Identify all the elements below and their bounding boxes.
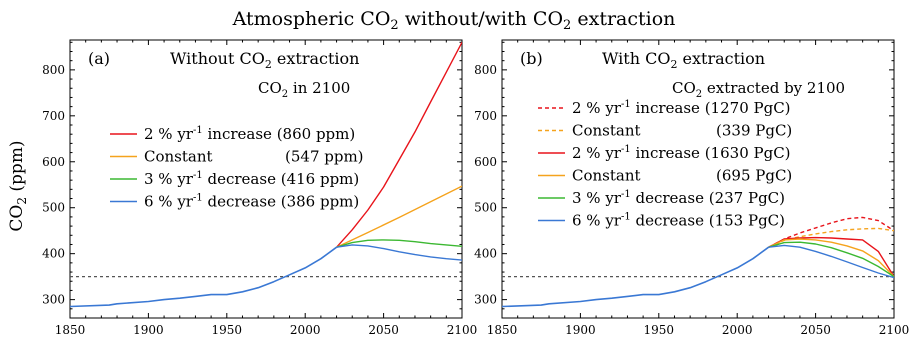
y-tick-label: 800 (42, 63, 65, 77)
panel-label: (b) (520, 49, 543, 68)
y-tick-label: 600 (42, 155, 65, 169)
panel-title: With CO2 extraction (602, 49, 765, 71)
series-line (336, 239, 462, 248)
legend-label: 3 % yr-1 decrease (237 PgC) (572, 189, 785, 207)
y-tick-label: 300 (42, 293, 65, 307)
legend-label: 6 % yr-1 decrease (386 ppm) (144, 193, 359, 211)
data-lines (502, 216, 894, 308)
panel-title: Without CO2 extraction (170, 49, 359, 71)
series-line (336, 41, 462, 248)
x-tick-label: 1900 (565, 323, 596, 337)
legend-label: 2 % yr-1 increase (860 ppm) (144, 125, 355, 143)
x-tick-label: 1850 (487, 323, 518, 337)
series-line (336, 244, 462, 261)
y-tick-label: 700 (42, 109, 65, 123)
legend-label: 2 % yr-1 increase (1630 PgC) (572, 144, 791, 162)
legend-header: CO2 in 2100 (258, 79, 350, 100)
figure-title: Atmospheric CO2 without/with CO2 extract… (232, 8, 676, 33)
y-tick-label: 400 (474, 247, 497, 261)
legend-label: Constant (572, 167, 641, 185)
legend-label: Constant (572, 122, 641, 140)
data-lines (70, 41, 462, 308)
x-tick-label: 1950 (644, 323, 675, 337)
panel-b: 1850 1900 1950 2000 2050 2100 300 400 500 600 700 8… (474, 39, 909, 337)
axes-frame (69, 39, 463, 319)
y-tick-label: 600 (474, 155, 497, 169)
series-line (768, 236, 894, 277)
x-tick-label: 2100 (447, 323, 478, 337)
x-tick-label: 1950 (212, 323, 243, 337)
y-tick-label: 500 (42, 201, 65, 215)
y-tick-label: 700 (474, 109, 497, 123)
y-tick-label: 800 (474, 63, 497, 77)
historical-line (70, 246, 338, 308)
y-tick-label: 400 (42, 247, 65, 261)
series-line (768, 238, 894, 278)
legend-label: 2 % yr-1 increase (1270 PgC) (572, 99, 791, 117)
x-tick-label: 2000 (290, 323, 321, 337)
legend-label: 3 % yr-1 decrease (416 ppm) (144, 170, 359, 188)
panel-a: 1850 1900 1950 2000 2050 2100 300 400 500 600 700 8… (42, 39, 478, 337)
legend-value: (547 ppm) (285, 148, 364, 166)
legend-label: Constant (144, 148, 213, 166)
x-tick-label: 1850 (55, 323, 86, 337)
series-line (768, 241, 894, 278)
historical-line (502, 246, 770, 308)
series-line (768, 244, 894, 279)
x-tick-label: 2000 (722, 323, 753, 337)
x-tick-label: 2050 (800, 323, 831, 337)
y-axis-label: CO2 (ppm) (7, 140, 29, 231)
legend-label: 6 % yr-1 decrease (153 PgC) (572, 212, 785, 230)
x-tick-label: 2100 (879, 323, 909, 337)
panel-label: (a) (88, 49, 110, 68)
legend-value: (695 PgC) (716, 167, 792, 185)
y-tick-label: 500 (474, 201, 497, 215)
series-line (336, 185, 462, 248)
y-tick-label: 300 (474, 293, 497, 307)
legend-value: (339 PgC) (716, 122, 792, 140)
legend-header: CO2 extracted by 2100 (672, 79, 845, 100)
x-tick-label: 1900 (133, 323, 164, 337)
series-line (768, 216, 894, 248)
axes-frame (501, 39, 895, 319)
x-tick-label: 2050 (368, 323, 399, 337)
